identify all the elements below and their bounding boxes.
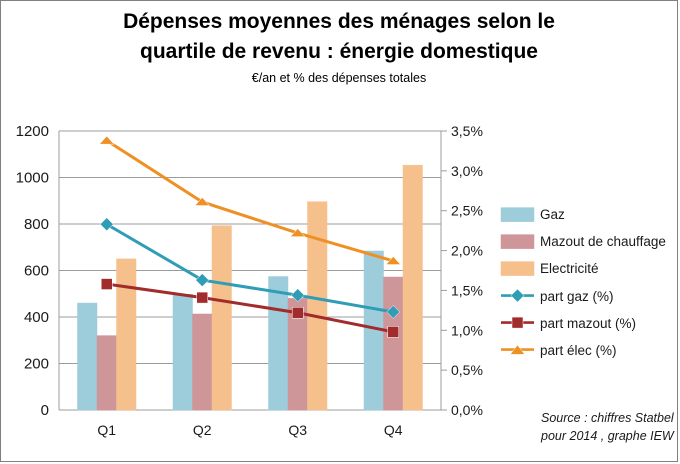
svg-text:0,5%: 0,5% [451,362,483,378]
svg-text:Mazout de chauffage: Mazout de chauffage [540,234,666,249]
svg-text:2,0%: 2,0% [451,243,483,259]
svg-text:2,5%: 2,5% [451,203,483,219]
svg-text:part gaz (%): part gaz (%) [540,289,614,304]
svg-text:3,0%: 3,0% [451,163,483,179]
svg-text:200: 200 [24,356,49,373]
svg-text:3,5%: 3,5% [451,123,483,139]
svg-text:part élec (%): part élec (%) [540,343,617,358]
svg-text:1200: 1200 [16,123,49,140]
svg-text:400: 400 [24,309,49,326]
svg-text:1,5%: 1,5% [451,282,483,298]
svg-text:part mazout (%): part mazout (%) [540,316,636,331]
svg-text:Q1: Q1 [97,422,116,438]
svg-text:Q2: Q2 [193,422,212,438]
svg-text:Source : chiffres Statbel: Source : chiffres Statbel [541,411,675,425]
svg-text:pour 2014 , graphe IEW: pour 2014 , graphe IEW [540,429,675,443]
svg-text:1000: 1000 [16,170,49,187]
svg-text:600: 600 [24,263,49,280]
svg-text:Q3: Q3 [288,422,307,438]
svg-text:0,0%: 0,0% [451,402,483,418]
svg-text:0: 0 [41,402,49,419]
svg-text:800: 800 [24,216,49,233]
svg-text:1,0%: 1,0% [451,322,483,338]
svg-text:Gaz: Gaz [540,207,565,222]
svg-text:Electricité: Electricité [540,261,599,276]
svg-text:Q4: Q4 [384,422,403,438]
